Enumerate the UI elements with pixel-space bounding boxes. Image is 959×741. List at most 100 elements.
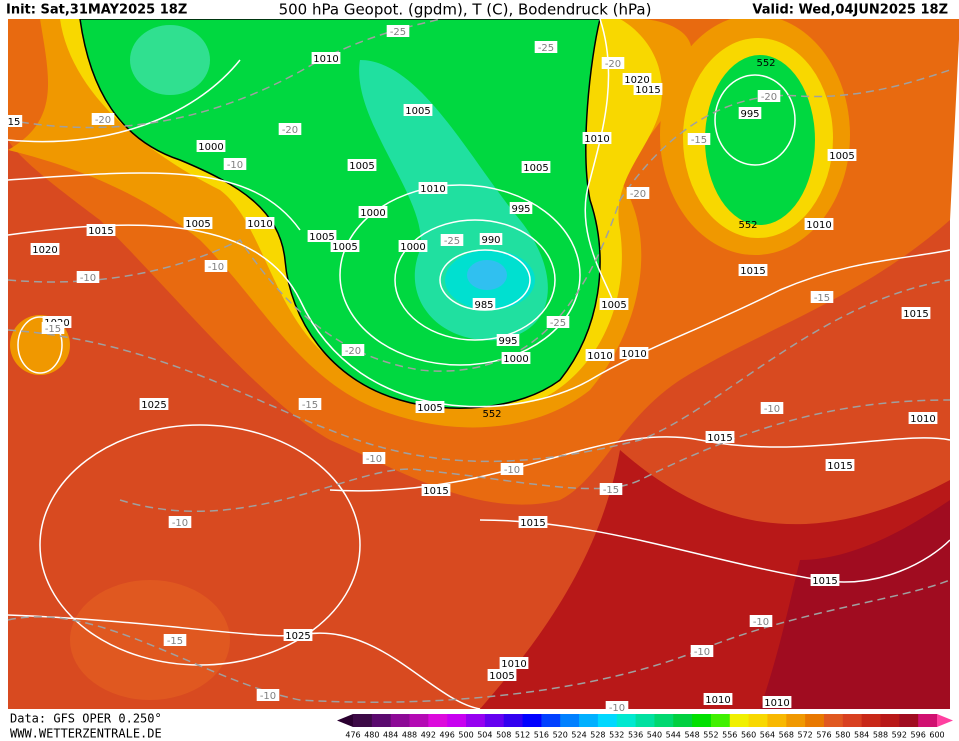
temperature-label: -15	[167, 636, 183, 647]
data-source: Data: GFS OPER 0.250°	[10, 712, 162, 726]
colorbar-label: 588	[873, 731, 888, 740]
pressure-label: 1025	[141, 400, 166, 411]
colorbar-label: 512	[515, 731, 530, 740]
map-labels: 1010100510001005101010001005100510101005…	[5, 25, 938, 714]
temperature-label: -10	[694, 647, 710, 658]
colorbar-label: 480	[364, 731, 379, 740]
pressure-label-box	[415, 401, 445, 413]
pressure-label: 990	[481, 235, 500, 246]
isobar	[17, 316, 63, 374]
colorbar-swatch	[428, 714, 448, 727]
pressure-label-box	[421, 484, 451, 496]
pressure-label: 1015	[707, 433, 732, 444]
colorbar-label: 580	[835, 731, 850, 740]
colorbar-swatch	[635, 714, 655, 727]
temperature-label: -15	[45, 324, 61, 335]
temperature-label-box	[76, 271, 100, 283]
colorbar-label: 484	[383, 731, 398, 740]
colorbar-swatch	[767, 714, 787, 727]
temperature-label: -10	[208, 262, 224, 273]
pressure-label: 1020	[624, 75, 649, 86]
colorbar-swatch	[729, 714, 750, 727]
temperature-label-box	[626, 187, 650, 199]
colorbar-label: 560	[741, 731, 756, 740]
temperature-label-box	[605, 701, 629, 713]
temperature-label: -20	[282, 125, 298, 136]
colorbar-label: 500	[458, 731, 473, 740]
pressure-label: 1010	[501, 659, 526, 670]
pressure-label-box	[738, 264, 768, 276]
pressure-label-box	[496, 334, 520, 346]
temperature-label-box	[341, 344, 365, 356]
pressure-label: 1015	[812, 576, 837, 587]
colorbar-label: 592	[892, 731, 907, 740]
temperature-label-box	[278, 123, 302, 135]
colorbar-label: 556	[722, 731, 737, 740]
colorbar-swatch	[673, 714, 693, 727]
colorbar-swatch	[861, 714, 881, 727]
pressure-label-box	[705, 431, 735, 443]
colorbar-swatch	[654, 714, 674, 727]
colorbar-label: 516	[534, 731, 549, 740]
pressure-label-box	[5, 115, 23, 127]
colorbar-label: 564	[760, 731, 775, 740]
temperature-label: -25	[550, 318, 566, 329]
colorbar-label: 520	[553, 731, 568, 740]
pressure-label: 995	[498, 336, 517, 347]
colorbar-swatch	[447, 714, 467, 727]
pressure-label: 1010	[621, 349, 646, 360]
pressure-label-box	[418, 182, 448, 194]
pressure-label-box	[585, 349, 615, 361]
pressure-label: 1010	[420, 184, 445, 195]
pressure-label-box	[827, 149, 857, 161]
temperature-label-box	[760, 402, 784, 414]
colorbar-swatch	[899, 714, 919, 727]
pressure-label: 985	[474, 300, 493, 311]
pressure-label: 1015	[520, 518, 545, 529]
pressure-label-box	[810, 574, 840, 586]
pressure-label: 1005	[417, 403, 442, 414]
temperature-label: -10	[753, 617, 769, 628]
pressure-label: 1015	[88, 226, 113, 237]
temperature-label: -10	[172, 518, 188, 529]
pressure-label-box	[86, 224, 116, 236]
pressure-label: 1010	[705, 695, 730, 706]
pressure-label: 1010	[587, 351, 612, 362]
colorbar-swatch	[371, 714, 392, 727]
pressure-label-box	[403, 104, 433, 116]
temperature-label-box	[599, 483, 623, 495]
colorbar-swatch	[710, 714, 731, 727]
temperature-label-box	[440, 234, 464, 246]
colorbar-swatch	[786, 714, 806, 727]
temperature-label: -25	[390, 27, 406, 38]
temperature-label: -10	[366, 454, 382, 465]
colorbar-swatch	[692, 714, 712, 727]
pressure-label: 1010	[806, 220, 831, 231]
pressure-label-box	[825, 459, 855, 471]
colorbar-label: 576	[816, 731, 831, 740]
colorbar-label: 584	[854, 731, 869, 740]
colorbar-swatch	[466, 714, 486, 727]
pressure-label: 1000	[400, 242, 425, 253]
pressure-label: 1005	[185, 219, 210, 230]
pressure-label: 1010	[584, 134, 609, 145]
pressure-label-box	[633, 83, 663, 95]
pressure-label: 1010	[764, 698, 789, 709]
temperature-label: -10	[227, 160, 243, 171]
colorbar-swatch	[748, 714, 768, 727]
pressure-label-box	[139, 398, 169, 410]
height-label: 552	[756, 58, 775, 69]
pressure-label-box	[283, 629, 313, 641]
pressure-label-box	[622, 73, 652, 85]
height-label: 552	[738, 220, 757, 231]
temperature-label-box	[690, 645, 714, 657]
colorbar-label: 508	[496, 731, 511, 740]
pressure-label-box	[245, 217, 275, 229]
temperature-label-box	[256, 689, 280, 701]
colorbar-under	[337, 714, 353, 727]
pressure-label: 1000	[198, 142, 223, 153]
pressure-label-box	[521, 161, 551, 173]
temperature-label: -20	[630, 189, 646, 200]
pressure-label-box	[472, 298, 496, 310]
